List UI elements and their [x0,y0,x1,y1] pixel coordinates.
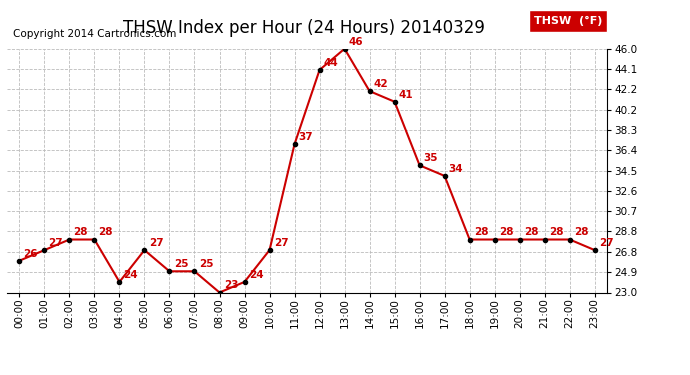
Text: 28: 28 [499,227,513,237]
Text: 24: 24 [248,270,264,280]
Text: 25: 25 [174,259,188,269]
Text: 28: 28 [574,227,589,237]
Text: THSW  (°F): THSW (°F) [534,16,602,26]
Text: 35: 35 [424,153,438,163]
Text: 28: 28 [99,227,113,237]
Text: 46: 46 [348,37,364,46]
Text: 34: 34 [448,164,464,174]
Text: 25: 25 [199,259,213,269]
Text: 23: 23 [224,280,238,290]
Text: 24: 24 [124,270,138,280]
Text: 27: 27 [48,238,63,248]
Text: THSW Index per Hour (24 Hours) 20140329: THSW Index per Hour (24 Hours) 20140329 [123,19,484,37]
FancyBboxPatch shape [529,10,607,32]
Text: 37: 37 [299,132,313,142]
Text: 42: 42 [374,79,388,89]
Text: 27: 27 [274,238,288,248]
Text: 28: 28 [74,227,88,237]
Text: 26: 26 [23,249,38,258]
Text: 28: 28 [524,227,538,237]
Text: 28: 28 [549,227,563,237]
Text: 27: 27 [148,238,164,248]
Text: 41: 41 [399,90,413,100]
Text: Copyright 2014 Cartronics.com: Copyright 2014 Cartronics.com [13,29,176,39]
Text: 44: 44 [324,58,339,68]
Text: 27: 27 [599,238,613,248]
Text: 28: 28 [474,227,489,237]
